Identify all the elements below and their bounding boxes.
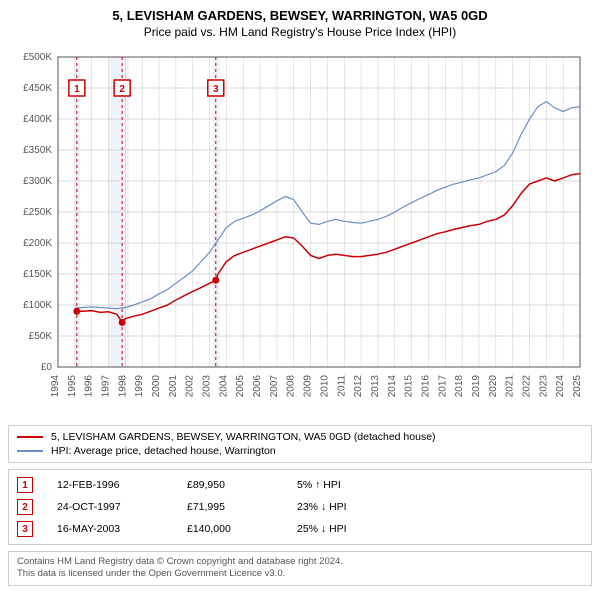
legend-swatch bbox=[17, 436, 43, 438]
footer-line-1: Contains HM Land Registry data © Crown c… bbox=[17, 556, 583, 568]
svg-text:1: 1 bbox=[74, 84, 80, 95]
svg-text:2025: 2025 bbox=[572, 375, 583, 398]
svg-text:2021: 2021 bbox=[505, 375, 516, 398]
svg-text:2011: 2011 bbox=[336, 375, 347, 397]
svg-text:2020: 2020 bbox=[488, 375, 499, 398]
svg-text:2004: 2004 bbox=[218, 375, 229, 398]
svg-text:2010: 2010 bbox=[319, 375, 330, 398]
svg-text:2: 2 bbox=[119, 84, 125, 95]
chart-svg: £0 £50K £100K £150K £200K £250K £300K £350K £400… bbox=[8, 47, 592, 417]
event-date: 12-FEB-1996 bbox=[57, 479, 177, 491]
svg-text:£0: £0 bbox=[41, 362, 53, 373]
svg-text:2000: 2000 bbox=[151, 375, 162, 398]
svg-text:1995: 1995 bbox=[67, 375, 78, 398]
svg-text:1996: 1996 bbox=[84, 375, 95, 398]
footer-line-2: This data is licensed under the Open Gov… bbox=[17, 568, 583, 580]
svg-text:2008: 2008 bbox=[286, 375, 297, 398]
event-delta: 25% ↓ HPI bbox=[297, 523, 417, 535]
legend-label: 5, LEVISHAM GARDENS, BEWSEY, WARRINGTON,… bbox=[51, 431, 436, 443]
event-badge: 2 bbox=[17, 499, 33, 515]
svg-text:2006: 2006 bbox=[252, 375, 263, 398]
svg-text:2016: 2016 bbox=[420, 375, 431, 398]
svg-text:£300K: £300K bbox=[23, 176, 52, 187]
chart-area: £0 £50K £100K £150K £200K £250K £300K £350K £400… bbox=[8, 47, 592, 417]
svg-text:£450K: £450K bbox=[23, 83, 52, 94]
svg-text:2009: 2009 bbox=[303, 375, 314, 398]
svg-text:2014: 2014 bbox=[387, 375, 398, 398]
svg-text:2012: 2012 bbox=[353, 375, 364, 398]
svg-text:2003: 2003 bbox=[202, 375, 213, 398]
events-box: 1 12-FEB-1996 £89,950 5% ↑ HPI 2 24-OCT-1997 £… bbox=[8, 469, 592, 545]
svg-text:1999: 1999 bbox=[134, 375, 145, 398]
svg-text:1994: 1994 bbox=[50, 375, 61, 398]
event-price: £140,000 bbox=[187, 523, 287, 535]
event-delta: 5% ↑ HPI bbox=[297, 479, 417, 491]
svg-text:2022: 2022 bbox=[521, 375, 532, 398]
svg-text:2024: 2024 bbox=[555, 375, 566, 398]
svg-text:2019: 2019 bbox=[471, 375, 482, 398]
event-row: 3 16-MAY-2003 £140,000 25% ↓ HPI bbox=[17, 518, 583, 540]
event-price: £89,950 bbox=[187, 479, 287, 491]
svg-text:2015: 2015 bbox=[404, 375, 415, 398]
svg-text:2013: 2013 bbox=[370, 375, 381, 398]
svg-text:£500K: £500K bbox=[23, 52, 52, 63]
chart-subtitle: Price paid vs. HM Land Registry's House … bbox=[8, 25, 592, 39]
event-row: 2 24-OCT-1997 £71,995 23% ↓ HPI bbox=[17, 496, 583, 518]
event-row: 1 12-FEB-1996 £89,950 5% ↑ HPI bbox=[17, 474, 583, 496]
svg-text:2007: 2007 bbox=[269, 375, 280, 398]
svg-text:3: 3 bbox=[213, 84, 219, 95]
event-badge: 3 bbox=[17, 521, 33, 537]
svg-text:£100K: £100K bbox=[23, 300, 52, 311]
event-price: £71,995 bbox=[187, 501, 287, 513]
svg-text:2017: 2017 bbox=[437, 375, 448, 398]
legend-label: HPI: Average price, detached house, Warr… bbox=[51, 445, 276, 457]
svg-text:2005: 2005 bbox=[235, 375, 246, 398]
svg-text:£50K: £50K bbox=[29, 331, 53, 342]
svg-text:£350K: £350K bbox=[23, 145, 52, 156]
svg-text:£250K: £250K bbox=[23, 207, 52, 218]
legend-swatch bbox=[17, 450, 43, 452]
svg-text:£400K: £400K bbox=[23, 114, 52, 125]
legend-row: 5, LEVISHAM GARDENS, BEWSEY, WARRINGTON,… bbox=[17, 430, 583, 444]
footer-box: Contains HM Land Registry data © Crown c… bbox=[8, 551, 592, 586]
svg-text:1998: 1998 bbox=[117, 375, 128, 398]
svg-text:2002: 2002 bbox=[185, 375, 196, 398]
chart-title: 5, LEVISHAM GARDENS, BEWSEY, WARRINGTON,… bbox=[8, 8, 592, 23]
legend-row: HPI: Average price, detached house, Warr… bbox=[17, 444, 583, 458]
event-delta: 23% ↓ HPI bbox=[297, 501, 417, 513]
svg-text:£200K: £200K bbox=[23, 238, 52, 249]
svg-text:1997: 1997 bbox=[101, 375, 112, 398]
event-date: 24-OCT-1997 bbox=[57, 501, 177, 513]
svg-text:2023: 2023 bbox=[538, 375, 549, 398]
svg-text:2018: 2018 bbox=[454, 375, 465, 398]
event-badge: 1 bbox=[17, 477, 33, 493]
svg-text:£150K: £150K bbox=[23, 269, 52, 280]
legend-box: 5, LEVISHAM GARDENS, BEWSEY, WARRINGTON,… bbox=[8, 425, 592, 463]
event-date: 16-MAY-2003 bbox=[57, 523, 177, 535]
svg-text:2001: 2001 bbox=[168, 375, 179, 398]
